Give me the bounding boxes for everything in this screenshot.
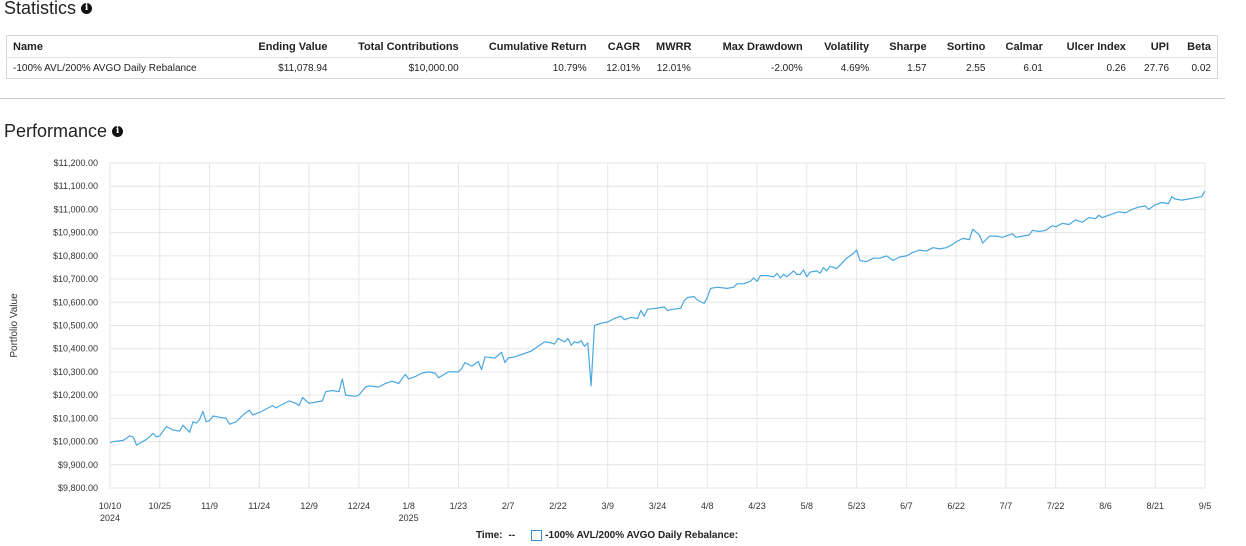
col-volatility[interactable]: Volatility [808,35,876,58]
statistics-title: Statistics i [4,0,93,19]
performance-title-text: Performance [4,121,108,141]
legend-time-label: Time: [476,530,503,541]
x-tick-label: 12/9 [300,501,318,511]
x-tick-label: 10/25 [149,501,172,511]
y-tick-label: $11,200.00 [54,158,98,168]
x-tick-label: 6/7 [900,501,913,511]
cell-sharpe: 1.57 [907,62,927,74]
chart-legend: Time: -- -100% AVL/200% AVGO Daily Rebal… [476,530,738,541]
y-tick-label: $10,900.00 [53,228,98,238]
cell-upi: 27.76 [1144,62,1170,74]
x-tick-label: 3/9 [601,501,614,511]
x-tick-label: 9/5 [1199,501,1212,511]
x-tick-label: 8/6 [1099,501,1112,511]
legend-series-label[interactable]: -100% AVL/200% AVGO Daily Rebalance: [545,530,739,541]
x-tick-label: 6/22 [947,501,965,511]
x-tick-label: 5/23 [848,501,866,511]
cell-ending-value: $11,078.94 [278,62,328,74]
col-cumulative-return[interactable]: Cumulative Return [464,35,593,58]
x-tick-label: 4/8 [701,501,714,511]
col-upi[interactable]: UPI [1131,35,1176,58]
cell-calmar: 6.01 [1023,62,1043,74]
col-ulcer-index[interactable]: Ulcer Index [1048,35,1132,58]
legend-series-swatch[interactable] [531,530,543,541]
cell-total-contributions: $10,000.00 [408,62,459,74]
col-total-contributions[interactable]: Total Contributions [333,35,465,58]
info-icon[interactable]: i [81,3,93,14]
info-icon[interactable]: i [112,126,124,137]
x-tick-label: 7/7 [1000,501,1013,511]
y-tick-label: $10,400.00 [53,344,98,354]
y-tick-label: $10,600.00 [53,297,98,307]
x-tick-label: 7/22 [1047,501,1065,511]
x-tick-label: 8/21 [1146,501,1164,511]
col-name[interactable]: Name [6,35,239,58]
cell-beta: 0.02 [1191,62,1211,74]
x-tick-label: 1/8 [402,501,415,511]
y-tick-label: $10,000.00 [53,437,98,447]
performance-chart[interactable]: $9,800.00 $9,900.00 $10,000.00 $10,100.00 $1… [0,150,1246,530]
x-tick-sublabel: 2024 [100,513,120,523]
statistics-title-text: Statistics [4,0,77,18]
cell-ulcer-index: 0.26 [1106,62,1126,74]
col-calmar[interactable]: Calmar [991,35,1049,58]
x-tick-label: 11/9 [201,501,218,511]
y-tick-label: $10,500.00 [53,321,98,331]
col-sharpe[interactable]: Sharpe [875,35,933,58]
cell-sortino: 2.55 [965,62,986,74]
x-tick-label: 12/24 [348,501,371,511]
performance-title: Performance i [4,121,124,142]
y-tick-label: $10,200.00 [53,390,98,400]
x-tick-label: 3/24 [649,501,667,511]
x-tick-sublabel: 2025 [399,513,419,523]
cell-cumulative-return: 10.79% [552,62,587,74]
x-tick-label: 2/22 [549,501,567,511]
x-tick-label: 1/23 [450,501,468,511]
x-tick-label: 5/8 [801,501,814,511]
cell-volatility: 4.69% [840,62,870,74]
cell-max-drawdown: -2.00% [770,62,803,74]
x-tick-label: 2/7 [502,501,515,511]
table-row: -100% AVL/200% AVGO Daily Rebalance $11,… [7,58,1218,79]
statistics-header-row: Name Ending Value Total Contributions Cu… [6,35,1218,58]
y-tick-label: $10,800.00 [53,251,98,261]
y-tick-label: $9,800.00 [58,483,98,493]
col-cagr[interactable]: CAGR [592,35,647,58]
col-beta[interactable]: Beta [1175,35,1218,58]
section-divider [0,98,1225,99]
y-tick-label: $10,700.00 [53,274,98,284]
legend-time-value: -- [508,530,516,541]
y-tick-label: $9,900.00 [58,460,98,470]
cell-cagr: 12.01% [606,62,641,74]
y-axis-label: Portfolio Value [9,293,20,358]
col-sortino[interactable]: Sortino [932,35,992,58]
cell-name: -100% AVL/200% AVGO Daily Rebalance [13,62,197,74]
y-tick-label: $10,300.00 [53,367,98,377]
series-line[interactable] [109,190,1206,446]
col-max-drawdown[interactable]: Max Drawdown [701,35,809,58]
y-tick-label: $11,100.00 [54,181,98,191]
x-tick-label: 4/23 [748,501,766,511]
cell-mwrr: 12.01% [656,62,691,74]
statistics-table: Name Ending Value Total Contributions Cu… [6,35,1218,79]
x-tick-label: 10/10 [99,501,122,511]
col-ending-value[interactable]: Ending Value [239,35,334,58]
x-tick-label: 11/24 [248,501,270,511]
col-mwrr[interactable]: MWRR [646,35,702,58]
y-tick-label: $10,100.00 [53,413,98,423]
y-tick-label: $11,000.00 [54,204,98,214]
